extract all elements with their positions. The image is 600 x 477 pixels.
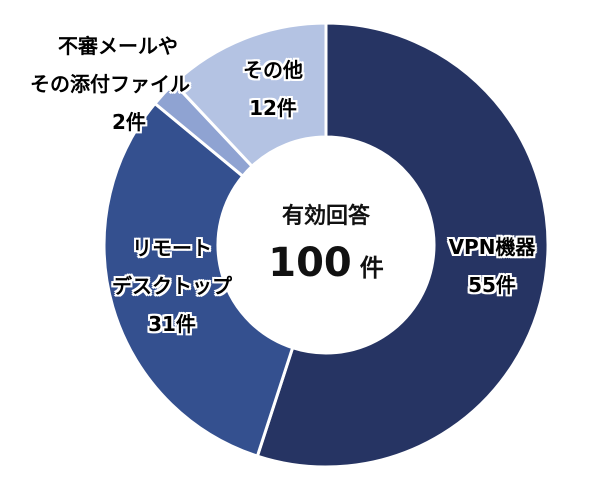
label-mail-name-1: 不審メールや bbox=[58, 34, 178, 58]
label-mail-name-2: その添付ファイル bbox=[30, 72, 190, 96]
center-value: 100 bbox=[268, 240, 352, 286]
label-other-count: 12件 bbox=[249, 96, 297, 120]
center-title: 有効回答 bbox=[281, 204, 370, 229]
donut-slice bbox=[102, 101, 295, 459]
label-vpn-name: VPN機器 bbox=[448, 235, 536, 259]
label-vpn: VPN機器 55件 bbox=[432, 237, 552, 295]
label-remote-name-2: デスクトップ bbox=[112, 274, 232, 298]
label-mail: 不審メールや その添付ファイル 2件 bbox=[30, 36, 230, 132]
donut-slice bbox=[255, 21, 550, 469]
label-remote: リモート デスクトップ 31件 bbox=[92, 238, 252, 334]
donut-slice bbox=[171, 21, 328, 169]
label-other: その他 12件 bbox=[228, 60, 318, 118]
label-remote-count: 31件 bbox=[148, 312, 196, 336]
center-unit: 件 bbox=[359, 254, 384, 282]
label-remote-name-1: リモート bbox=[132, 236, 212, 260]
center-label: 有効回答 100 件 bbox=[236, 198, 416, 286]
label-vpn-count: 55件 bbox=[468, 273, 516, 297]
label-mail-count: 2件 bbox=[112, 110, 146, 134]
label-other-name: その他 bbox=[243, 58, 303, 82]
